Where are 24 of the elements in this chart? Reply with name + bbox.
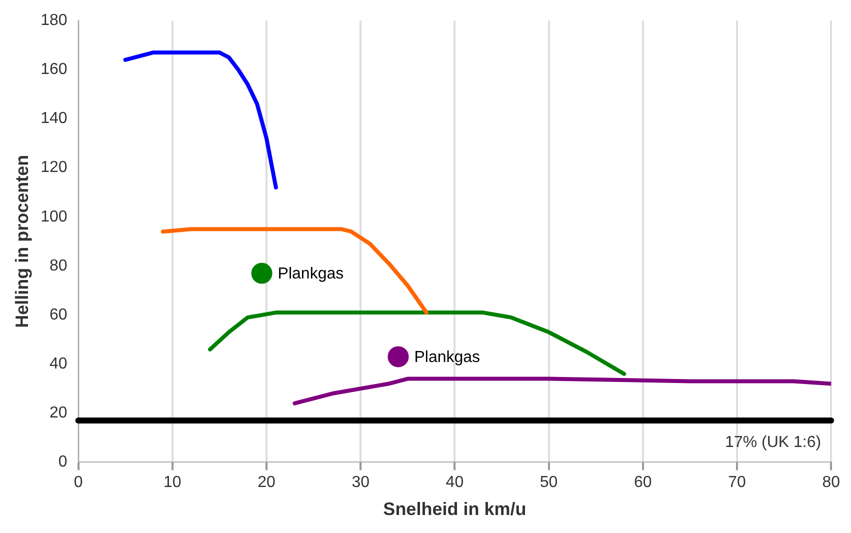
x-tick-label: 70: [728, 474, 746, 492]
x-tick-label: 80: [822, 474, 840, 492]
y-axis-title: Helling in procenten: [12, 154, 32, 328]
x-tick-label: 0: [74, 474, 83, 492]
y-tick-label: 0: [58, 454, 68, 471]
x-tick-label: 20: [258, 474, 276, 492]
x-axis-title: Snelheid in km/u: [383, 499, 526, 520]
x-tick-label: 10: [164, 474, 182, 492]
y-tick-label: 100: [40, 208, 68, 226]
y-tick-label: 120: [40, 159, 68, 176]
y-tick-label: 20: [50, 404, 68, 422]
x-tick-label: 40: [446, 474, 464, 492]
series-label: Plankgas: [414, 349, 480, 366]
x-tick-label: 30: [352, 474, 370, 492]
x-tick-label: 60: [634, 474, 652, 492]
y-tick-label: 80: [50, 257, 68, 274]
y-tick-label: 140: [40, 110, 68, 128]
y-tick-label: 60: [50, 306, 68, 324]
ref-line-label: 17% (UK 1:6): [725, 434, 822, 451]
y-tick-label: 180: [40, 12, 68, 30]
x-tick-label: 50: [540, 474, 558, 492]
y-tick-label: 40: [50, 355, 68, 372]
y-tick-label: 160: [40, 61, 68, 78]
series-label: Plankgas: [278, 266, 344, 283]
